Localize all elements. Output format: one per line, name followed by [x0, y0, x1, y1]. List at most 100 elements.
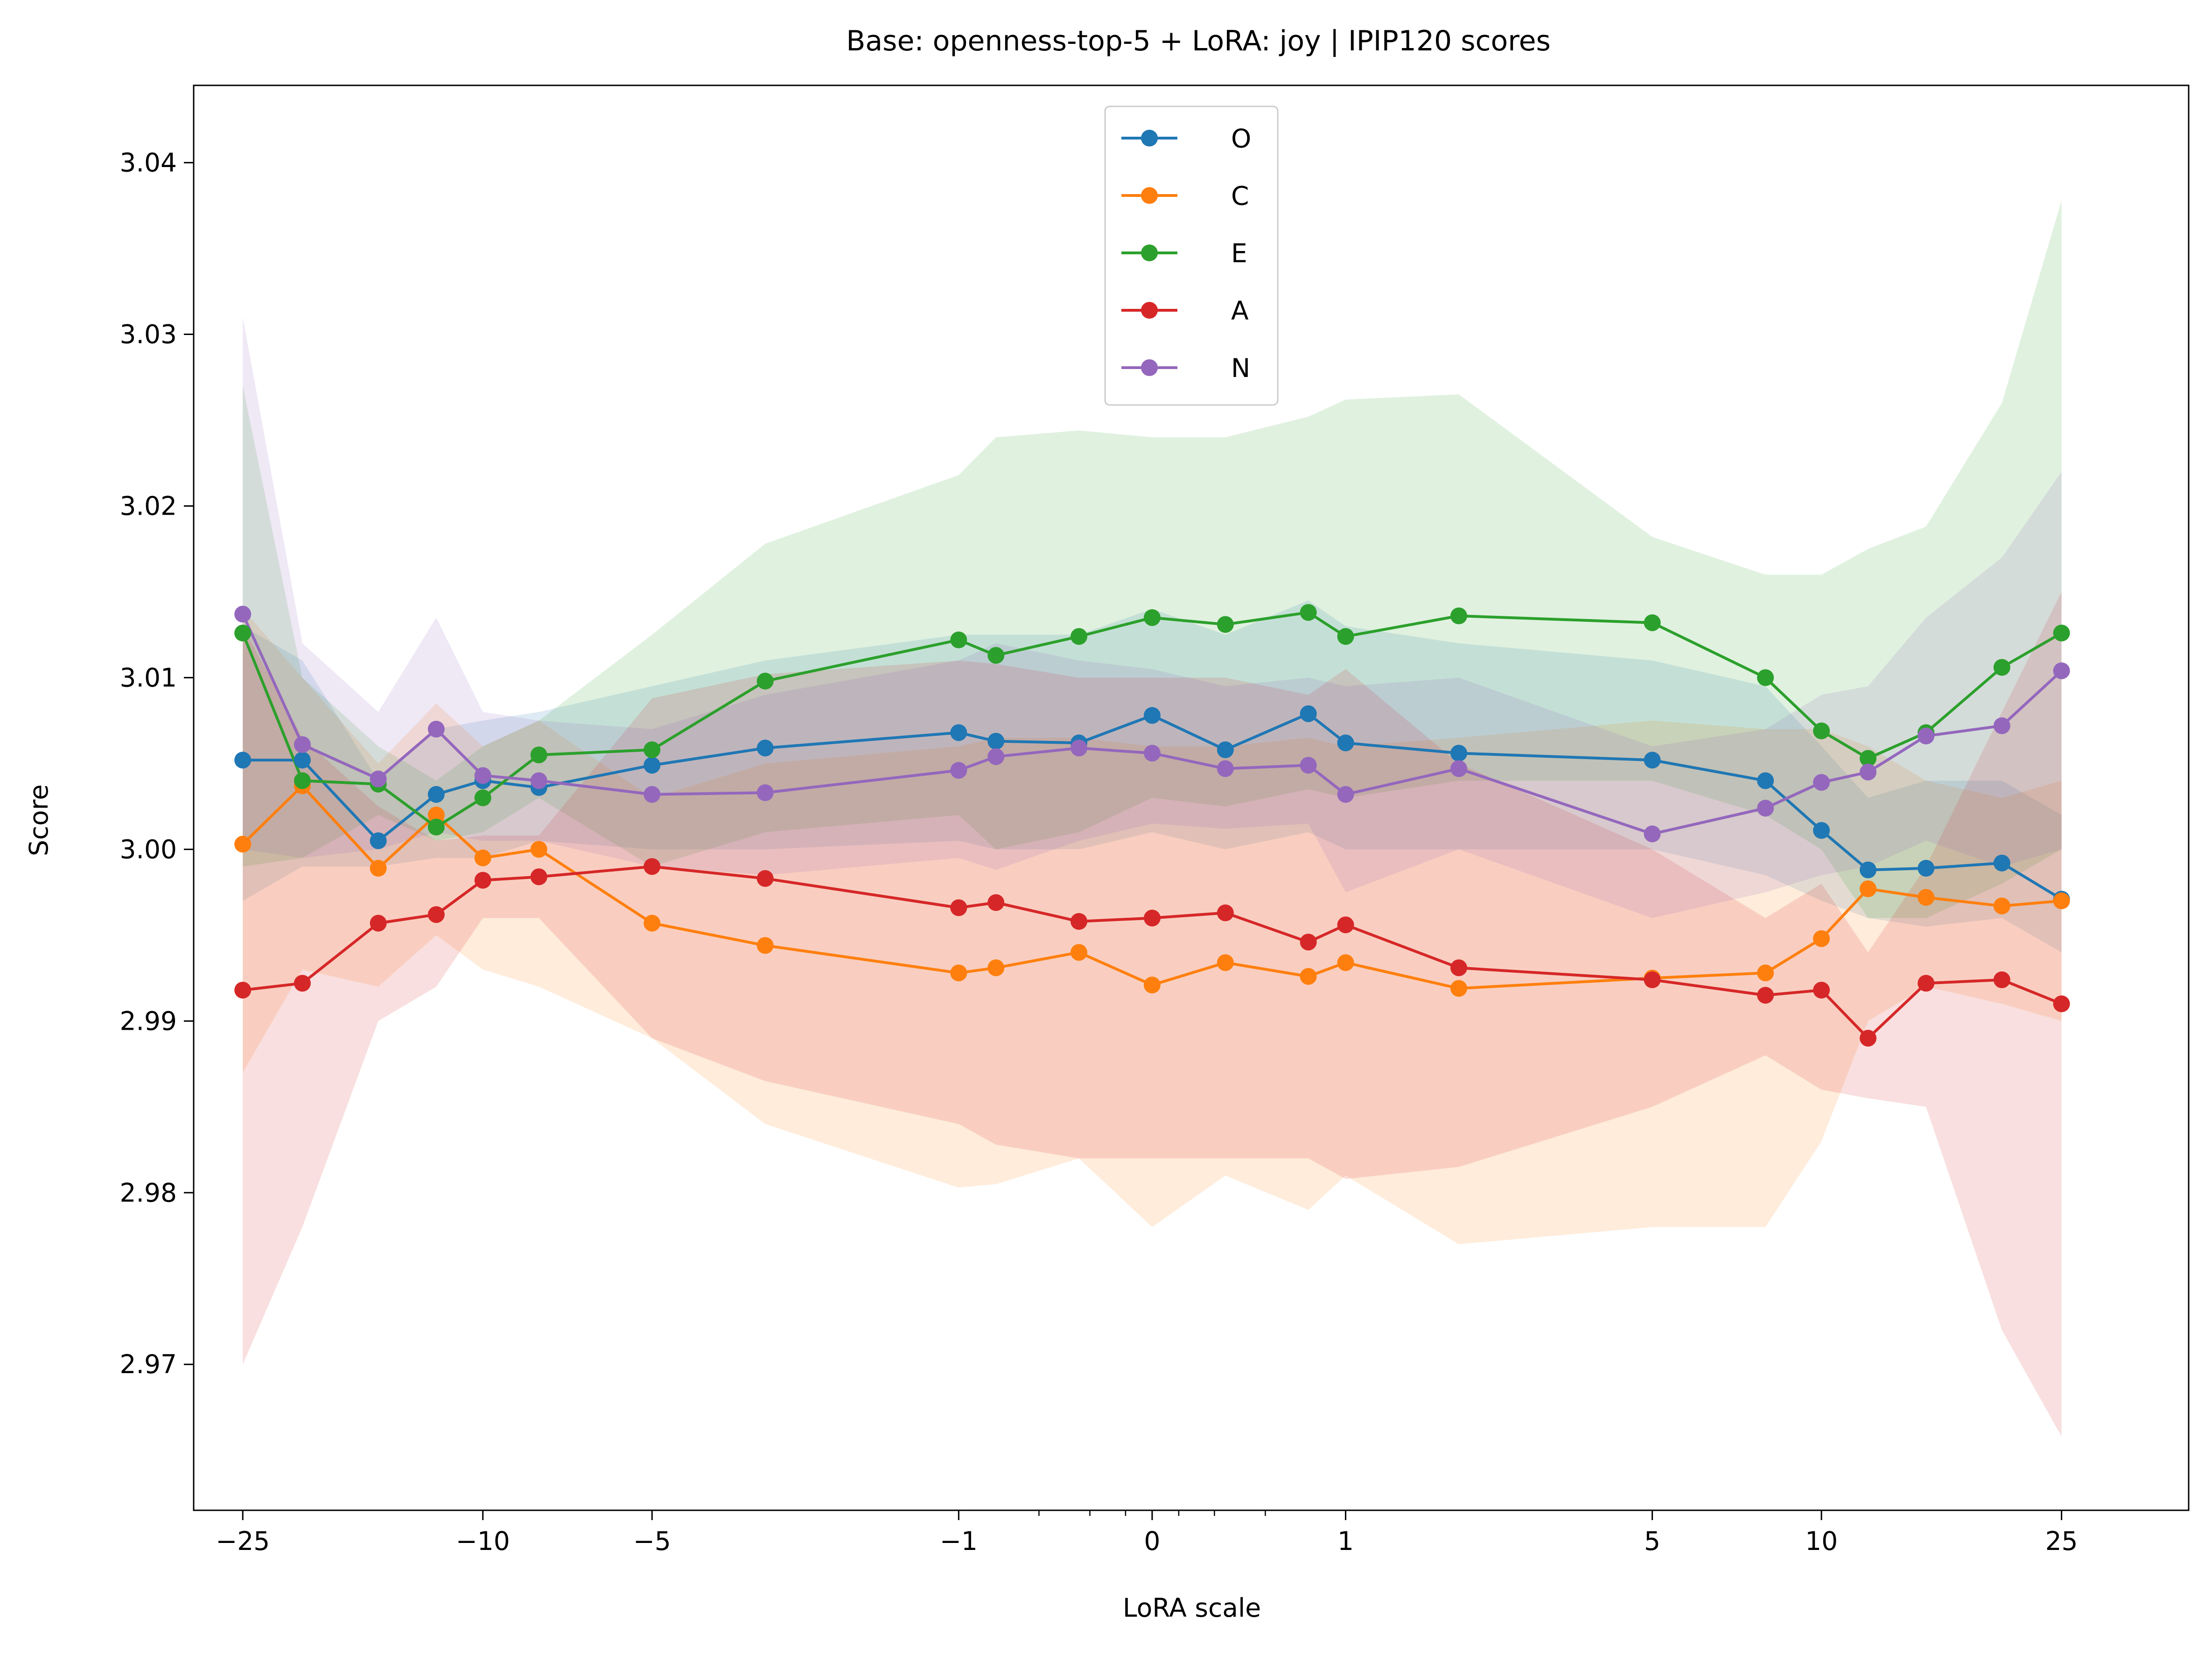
point-n-17 — [1757, 800, 1774, 817]
point-o-14 — [1337, 734, 1354, 752]
point-o-1 — [294, 752, 311, 769]
point-c-4 — [474, 849, 491, 866]
y-tick-label: 3.02 — [120, 491, 177, 521]
x-axis-label: LoRA scale — [1123, 1593, 1261, 1623]
point-e-4 — [474, 789, 491, 806]
point-a-12 — [1217, 904, 1234, 921]
point-c-15 — [1450, 980, 1467, 997]
point-a-10 — [1071, 913, 1087, 930]
point-c-17 — [1757, 964, 1774, 982]
point-n-21 — [1993, 717, 2010, 734]
x-tick-label: −5 — [633, 1526, 671, 1556]
point-o-12 — [1217, 741, 1234, 758]
point-o-7 — [756, 740, 774, 757]
point-a-16 — [1644, 971, 1661, 988]
point-n-0 — [234, 606, 252, 623]
x-tick-label: 10 — [1805, 1526, 1838, 1556]
point-a-17 — [1757, 987, 1774, 1004]
x-axis: −25 −10 −5 −1 0 1 5 10 25 — [216, 1510, 2078, 1556]
point-n-12 — [1217, 760, 1234, 777]
point-e-5 — [530, 747, 547, 763]
legend-label-c: C — [1231, 181, 1249, 211]
plot-frame — [193, 84, 2190, 1511]
point-o-8 — [950, 724, 967, 741]
x-tick-label: 25 — [2045, 1526, 2078, 1556]
legend-box — [1104, 105, 1279, 406]
point-a-7 — [756, 870, 774, 887]
point-c-12 — [1217, 954, 1234, 971]
point-a-9 — [987, 894, 1005, 911]
point-n-11 — [1143, 745, 1161, 762]
point-n-16 — [1644, 825, 1661, 843]
point-o-6 — [644, 757, 661, 774]
point-e-22 — [2053, 624, 2070, 642]
legend-marker-e — [1141, 244, 1158, 261]
point-o-18 — [1813, 822, 1830, 839]
legend-marker-n — [1141, 359, 1158, 376]
legend-marker-c — [1141, 187, 1158, 204]
point-n-9 — [987, 748, 1005, 765]
y-tick-label: 2.99 — [120, 1006, 177, 1036]
point-e-15 — [1450, 607, 1467, 624]
point-c-22 — [2053, 892, 2070, 909]
x-tick-label: −10 — [456, 1526, 510, 1556]
point-c-11 — [1143, 977, 1161, 994]
point-e-6 — [644, 741, 661, 758]
point-a-14 — [1337, 916, 1354, 934]
point-a-0 — [234, 982, 252, 999]
point-c-0 — [234, 836, 252, 853]
point-c-2 — [370, 859, 387, 877]
point-e-1 — [294, 772, 311, 789]
point-c-3 — [427, 806, 445, 824]
point-e-7 — [756, 672, 774, 690]
legend-label-a: A — [1231, 296, 1249, 326]
x-tick-label: 0 — [1144, 1526, 1160, 1556]
point-e-8 — [950, 631, 967, 649]
y-tick-label: 3.04 — [120, 148, 177, 178]
point-a-15 — [1450, 959, 1467, 977]
point-e-21 — [1993, 659, 2010, 676]
point-a-11 — [1143, 909, 1161, 927]
band-a — [243, 592, 2062, 1437]
legend-label-e: E — [1231, 238, 1247, 268]
y-tick-label: 2.98 — [120, 1178, 177, 1207]
point-a-20 — [1918, 975, 1935, 992]
band-o — [243, 600, 2062, 953]
point-a-4 — [474, 872, 491, 889]
point-c-8 — [950, 964, 967, 982]
point-n-10 — [1071, 740, 1087, 757]
point-c-10 — [1071, 944, 1087, 961]
point-e-3 — [427, 818, 445, 836]
legend-label-o: O — [1231, 124, 1251, 154]
point-e-0 — [234, 624, 252, 642]
point-n-7 — [756, 784, 774, 801]
point-c-5 — [530, 841, 547, 858]
y-tick-label: 2.97 — [120, 1349, 177, 1379]
legend-label-n: N — [1231, 353, 1250, 383]
point-c-18 — [1813, 930, 1830, 947]
point-o-11 — [1143, 707, 1161, 724]
point-n-19 — [1860, 763, 1876, 781]
point-e-13 — [1300, 604, 1317, 621]
point-o-13 — [1300, 705, 1317, 722]
point-e-18 — [1813, 722, 1830, 740]
point-a-13 — [1300, 934, 1317, 951]
point-e-19 — [1860, 750, 1876, 767]
band-e — [243, 200, 2062, 918]
point-n-5 — [530, 772, 547, 789]
point-a-18 — [1813, 982, 1830, 999]
point-a-19 — [1860, 1030, 1876, 1047]
point-n-15 — [1450, 760, 1467, 777]
point-o-0 — [234, 752, 252, 769]
point-n-6 — [644, 786, 661, 803]
point-o-3 — [427, 786, 445, 803]
legend-marker-a — [1141, 302, 1158, 319]
point-a-22 — [2053, 995, 2070, 1012]
point-a-1 — [294, 975, 311, 992]
point-n-4 — [474, 767, 491, 784]
point-n-8 — [950, 762, 967, 779]
point-c-9 — [987, 959, 1005, 977]
point-n-13 — [1300, 757, 1317, 774]
